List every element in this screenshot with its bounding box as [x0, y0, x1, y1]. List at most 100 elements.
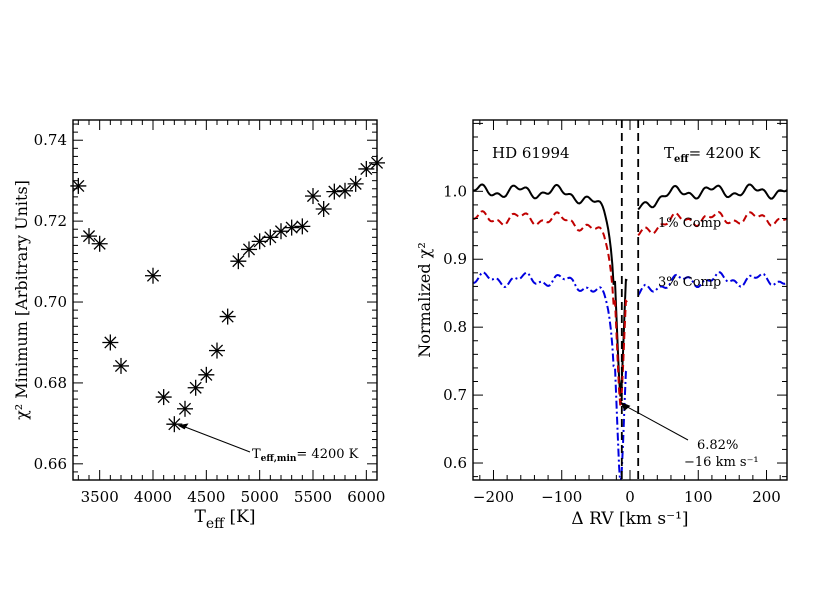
y-tick-label: 0.9 — [443, 250, 467, 268]
data-point — [262, 229, 279, 246]
data-point — [358, 160, 375, 177]
series-line-1 — [473, 210, 787, 408]
x-label-t: T — [195, 507, 207, 527]
data-point — [70, 177, 87, 194]
x-tick-label: 5000 — [241, 488, 279, 506]
x-tick-label: 6000 — [347, 488, 385, 506]
min-annotation-line1: 6.82% — [697, 438, 738, 453]
min-annotation-line2: −16 km s⁻¹ — [684, 455, 759, 470]
data-point — [113, 357, 129, 374]
x-tick-label: 4500 — [187, 488, 225, 506]
teff-label: Teff= 4200 K — [664, 144, 761, 165]
data-point — [187, 379, 204, 396]
data-point — [337, 182, 353, 199]
annotation-arrow — [183, 425, 251, 453]
y-tick-label: 0.74 — [34, 131, 67, 149]
marker-stroke — [114, 359, 128, 372]
data-point — [241, 241, 257, 258]
x-tick-label: 100 — [684, 488, 713, 506]
x-tick-label: 0 — [625, 488, 635, 506]
x-tick-label: 200 — [752, 488, 781, 506]
marker-stroke — [210, 344, 224, 357]
marker-stroke — [264, 231, 277, 244]
x-axis-label: Δ RV [km s⁻¹] — [571, 509, 688, 529]
data-point — [230, 253, 247, 270]
marker-stroke — [306, 189, 320, 203]
x-axis-label: Teff [K] — [195, 507, 256, 532]
y-axis-label: Normalized χ² — [415, 242, 434, 358]
marker-stroke — [370, 156, 384, 169]
y-axis-label: χ² Minimum [Arbitrary Units] — [12, 180, 31, 420]
marker-stroke — [296, 220, 309, 233]
data-point — [145, 267, 161, 284]
marker-stroke — [317, 202, 330, 216]
data-point — [305, 188, 321, 205]
marker-stroke — [178, 402, 192, 415]
right-chart: −200 −100 0 100 200 0.6 0.7 0.8 0.9 1.0 HD 61994 Te… — [415, 119, 788, 529]
marker-stroke — [82, 230, 96, 243]
marker-stroke — [72, 179, 85, 192]
annotation-text: Teff,min= 4200 K — [252, 447, 359, 464]
marker-stroke — [189, 381, 202, 394]
marker-stroke — [157, 391, 170, 404]
y-tick-label: 0.8 — [443, 318, 467, 336]
series-label-1: 1% Comp — [658, 216, 721, 231]
data-point — [347, 175, 364, 192]
marker-stroke — [360, 162, 373, 176]
data-point — [102, 334, 119, 351]
data-point — [326, 183, 343, 200]
x-tick-label: −200 — [473, 488, 514, 506]
marker-stroke — [232, 255, 245, 268]
data-point — [209, 342, 225, 359]
plot-frame — [472, 119, 788, 481]
series-line-2 — [473, 271, 787, 480]
min-annotation-arrow — [625, 405, 689, 441]
marker-stroke — [328, 185, 341, 198]
x-tick-label: −100 — [541, 488, 582, 506]
y-tick-label: 0.70 — [34, 293, 67, 311]
data-point — [166, 416, 183, 433]
teff-rest: = 4200 K — [689, 144, 761, 162]
data-point — [198, 366, 215, 383]
data-point — [155, 389, 172, 406]
x-label-sub: eff — [206, 516, 225, 532]
star-label: HD 61994 — [492, 144, 570, 162]
data-point — [219, 308, 236, 325]
x-tick-label: 5500 — [294, 488, 332, 506]
teff-t: T — [664, 144, 674, 162]
annotation-rest: = 4200 K — [296, 447, 358, 462]
x-tick-label: 3500 — [81, 488, 119, 506]
marker-stroke — [168, 418, 181, 431]
marker-stroke — [221, 310, 234, 323]
plot-frame — [72, 119, 378, 481]
data-point — [315, 200, 332, 217]
y-tick-label: 0.7 — [443, 386, 467, 404]
marker-stroke — [285, 221, 298, 234]
data-point — [91, 235, 108, 252]
marker-stroke — [349, 177, 362, 190]
annotation-arrowhead — [177, 423, 189, 430]
marker-stroke — [146, 269, 160, 282]
marker-stroke — [93, 237, 106, 250]
data-point — [177, 400, 193, 417]
series-label-2: 3% Comp — [658, 275, 721, 290]
data-point — [81, 228, 97, 245]
min-annotation-arrowhead — [620, 401, 631, 411]
data-point — [369, 154, 385, 171]
series-group — [473, 183, 787, 480]
data-point — [283, 219, 300, 236]
y-tick-label: 1.0 — [443, 182, 467, 200]
y-tick-label: 0.66 — [34, 455, 67, 473]
annotation-t: T — [252, 447, 261, 462]
marker-stroke — [200, 368, 213, 381]
left-chart: 3500 4000 4500 5000 5500 6000 0.66 0.68 0.70 0.72… — [12, 119, 385, 532]
series-line-0 — [473, 183, 787, 397]
annotation-sub: eff,min — [261, 454, 297, 464]
marker-stroke — [242, 243, 256, 256]
data-point — [251, 233, 268, 250]
y-tick-label: 0.68 — [34, 374, 67, 392]
y-tick-label: 0.72 — [34, 212, 67, 230]
teff-sub: eff — [674, 154, 689, 165]
x-label-unit: [K] — [224, 507, 255, 527]
